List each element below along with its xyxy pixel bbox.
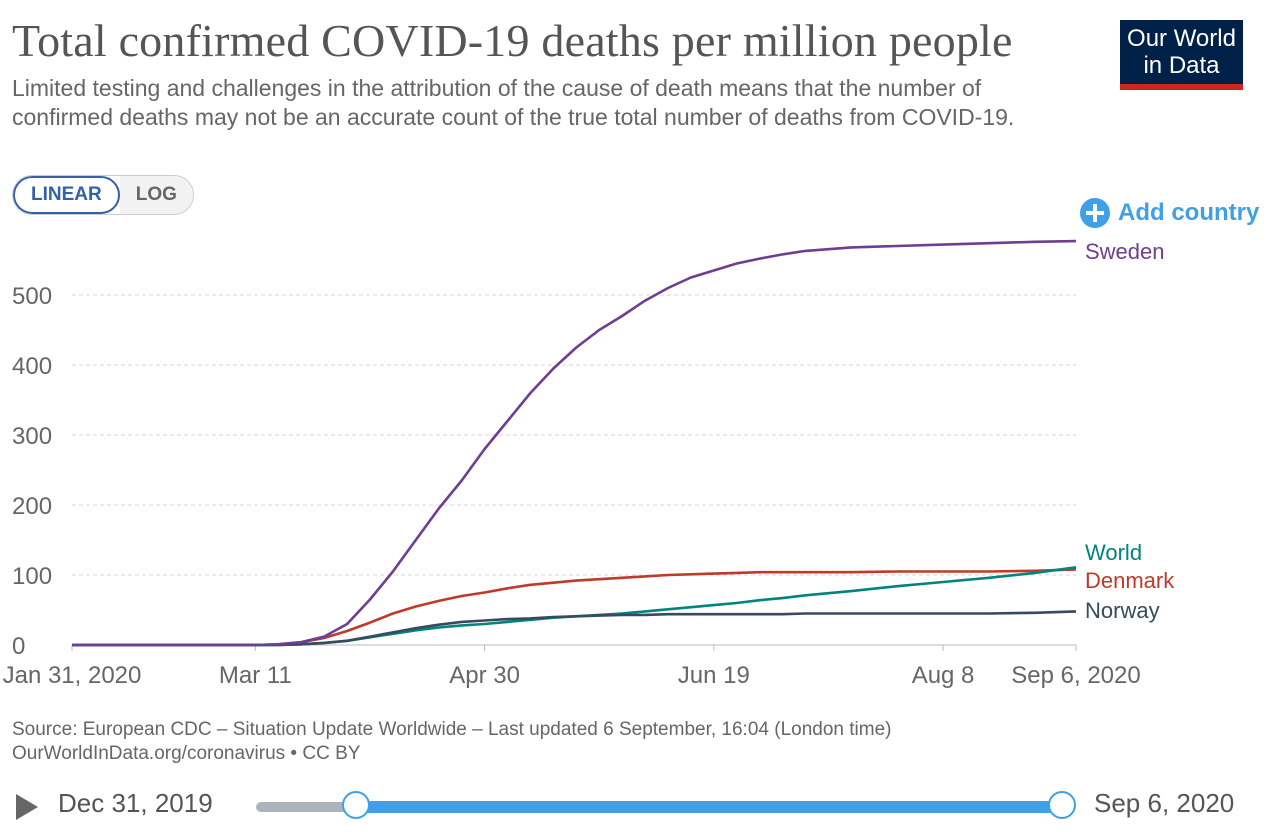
series-labels: Sweden World Denmark Norway	[1085, 239, 1175, 623]
series-lines	[72, 239, 1077, 647]
chart-subtitle: Limited testing and challenges in the at…	[12, 75, 1015, 130]
timeline[interactable]: Dec 31, 2019 Sep 6, 2020	[0, 770, 1268, 836]
source-line-1: Source: European CDC – Situation Update …	[12, 719, 892, 740]
add-country-label: Add country	[1118, 199, 1260, 226]
series-label-norway: Norway	[1085, 598, 1160, 623]
y-tick-label: 0	[12, 633, 25, 660]
timeline-track-active[interactable]	[356, 801, 1062, 813]
play-icon[interactable]	[16, 794, 38, 820]
series-label-world: World	[1085, 540, 1142, 565]
y-tick-label: 200	[12, 493, 52, 520]
x-tick-label: Jan 31, 2020	[3, 662, 142, 689]
source-line-2[interactable]: OurWorldInData.org/coronavirus • CC BY	[12, 743, 361, 764]
x-tick-label: Aug 8	[912, 662, 975, 689]
series-line-sweden	[72, 239, 1077, 647]
timeline-track-inactive[interactable]	[256, 802, 356, 812]
y-tick-label: 500	[12, 283, 52, 310]
timeline-start-handle[interactable]	[342, 791, 370, 819]
y-axis: 0 100 200 300 400 500	[12, 283, 52, 660]
owid-logo[interactable]: Our World in Data	[1120, 20, 1243, 90]
y-tick-label: 300	[12, 423, 52, 450]
x-axis: Jan 31, 2020 Mar 11 Apr 30 Jun 19 Aug 8 Sep 6…	[3, 645, 1141, 689]
add-country-button[interactable]: Add country	[1080, 198, 1259, 228]
series-line-world	[72, 566, 1077, 647]
y-tick-label: 400	[12, 353, 52, 380]
x-tick-label: Sep 6, 2020	[1011, 662, 1140, 689]
plus-circle-icon	[1080, 198, 1110, 228]
timeline-end-handle[interactable]	[1048, 791, 1076, 819]
x-tick-label: Apr 30	[449, 662, 520, 689]
scale-toggle[interactable]: LINEAR LOG	[12, 175, 194, 215]
series-label-sweden: Sweden	[1085, 239, 1165, 264]
logo-accent-bar	[1120, 84, 1243, 90]
linear-scale-button[interactable]: LINEAR	[13, 176, 120, 214]
y-tick-label: 100	[12, 563, 52, 590]
y-grid	[72, 294, 1076, 646]
logo-line-2: in Data	[1143, 52, 1220, 79]
source-note: Source: European CDC – Situation Update …	[12, 718, 891, 766]
timeline-start-label: Dec 31, 2019	[58, 788, 213, 818]
series-line-denmark	[72, 568, 1077, 647]
series-line-norway	[72, 610, 1077, 647]
logo-line-1: Our World	[1127, 25, 1236, 52]
log-scale-button[interactable]: LOG	[119, 176, 193, 214]
x-tick-label: Jun 19	[678, 662, 750, 689]
chart-title: Total confirmed COVID-19 deaths per mill…	[12, 15, 1013, 66]
series-label-denmark: Denmark	[1085, 568, 1175, 593]
x-tick-label: Mar 11	[219, 662, 292, 689]
line-chart: 0 100 200 300 400 500 Jan 31, 2020 Mar 11 Apr 3…	[3, 239, 1176, 689]
timeline-end-label: Sep 6, 2020	[1094, 788, 1235, 818]
